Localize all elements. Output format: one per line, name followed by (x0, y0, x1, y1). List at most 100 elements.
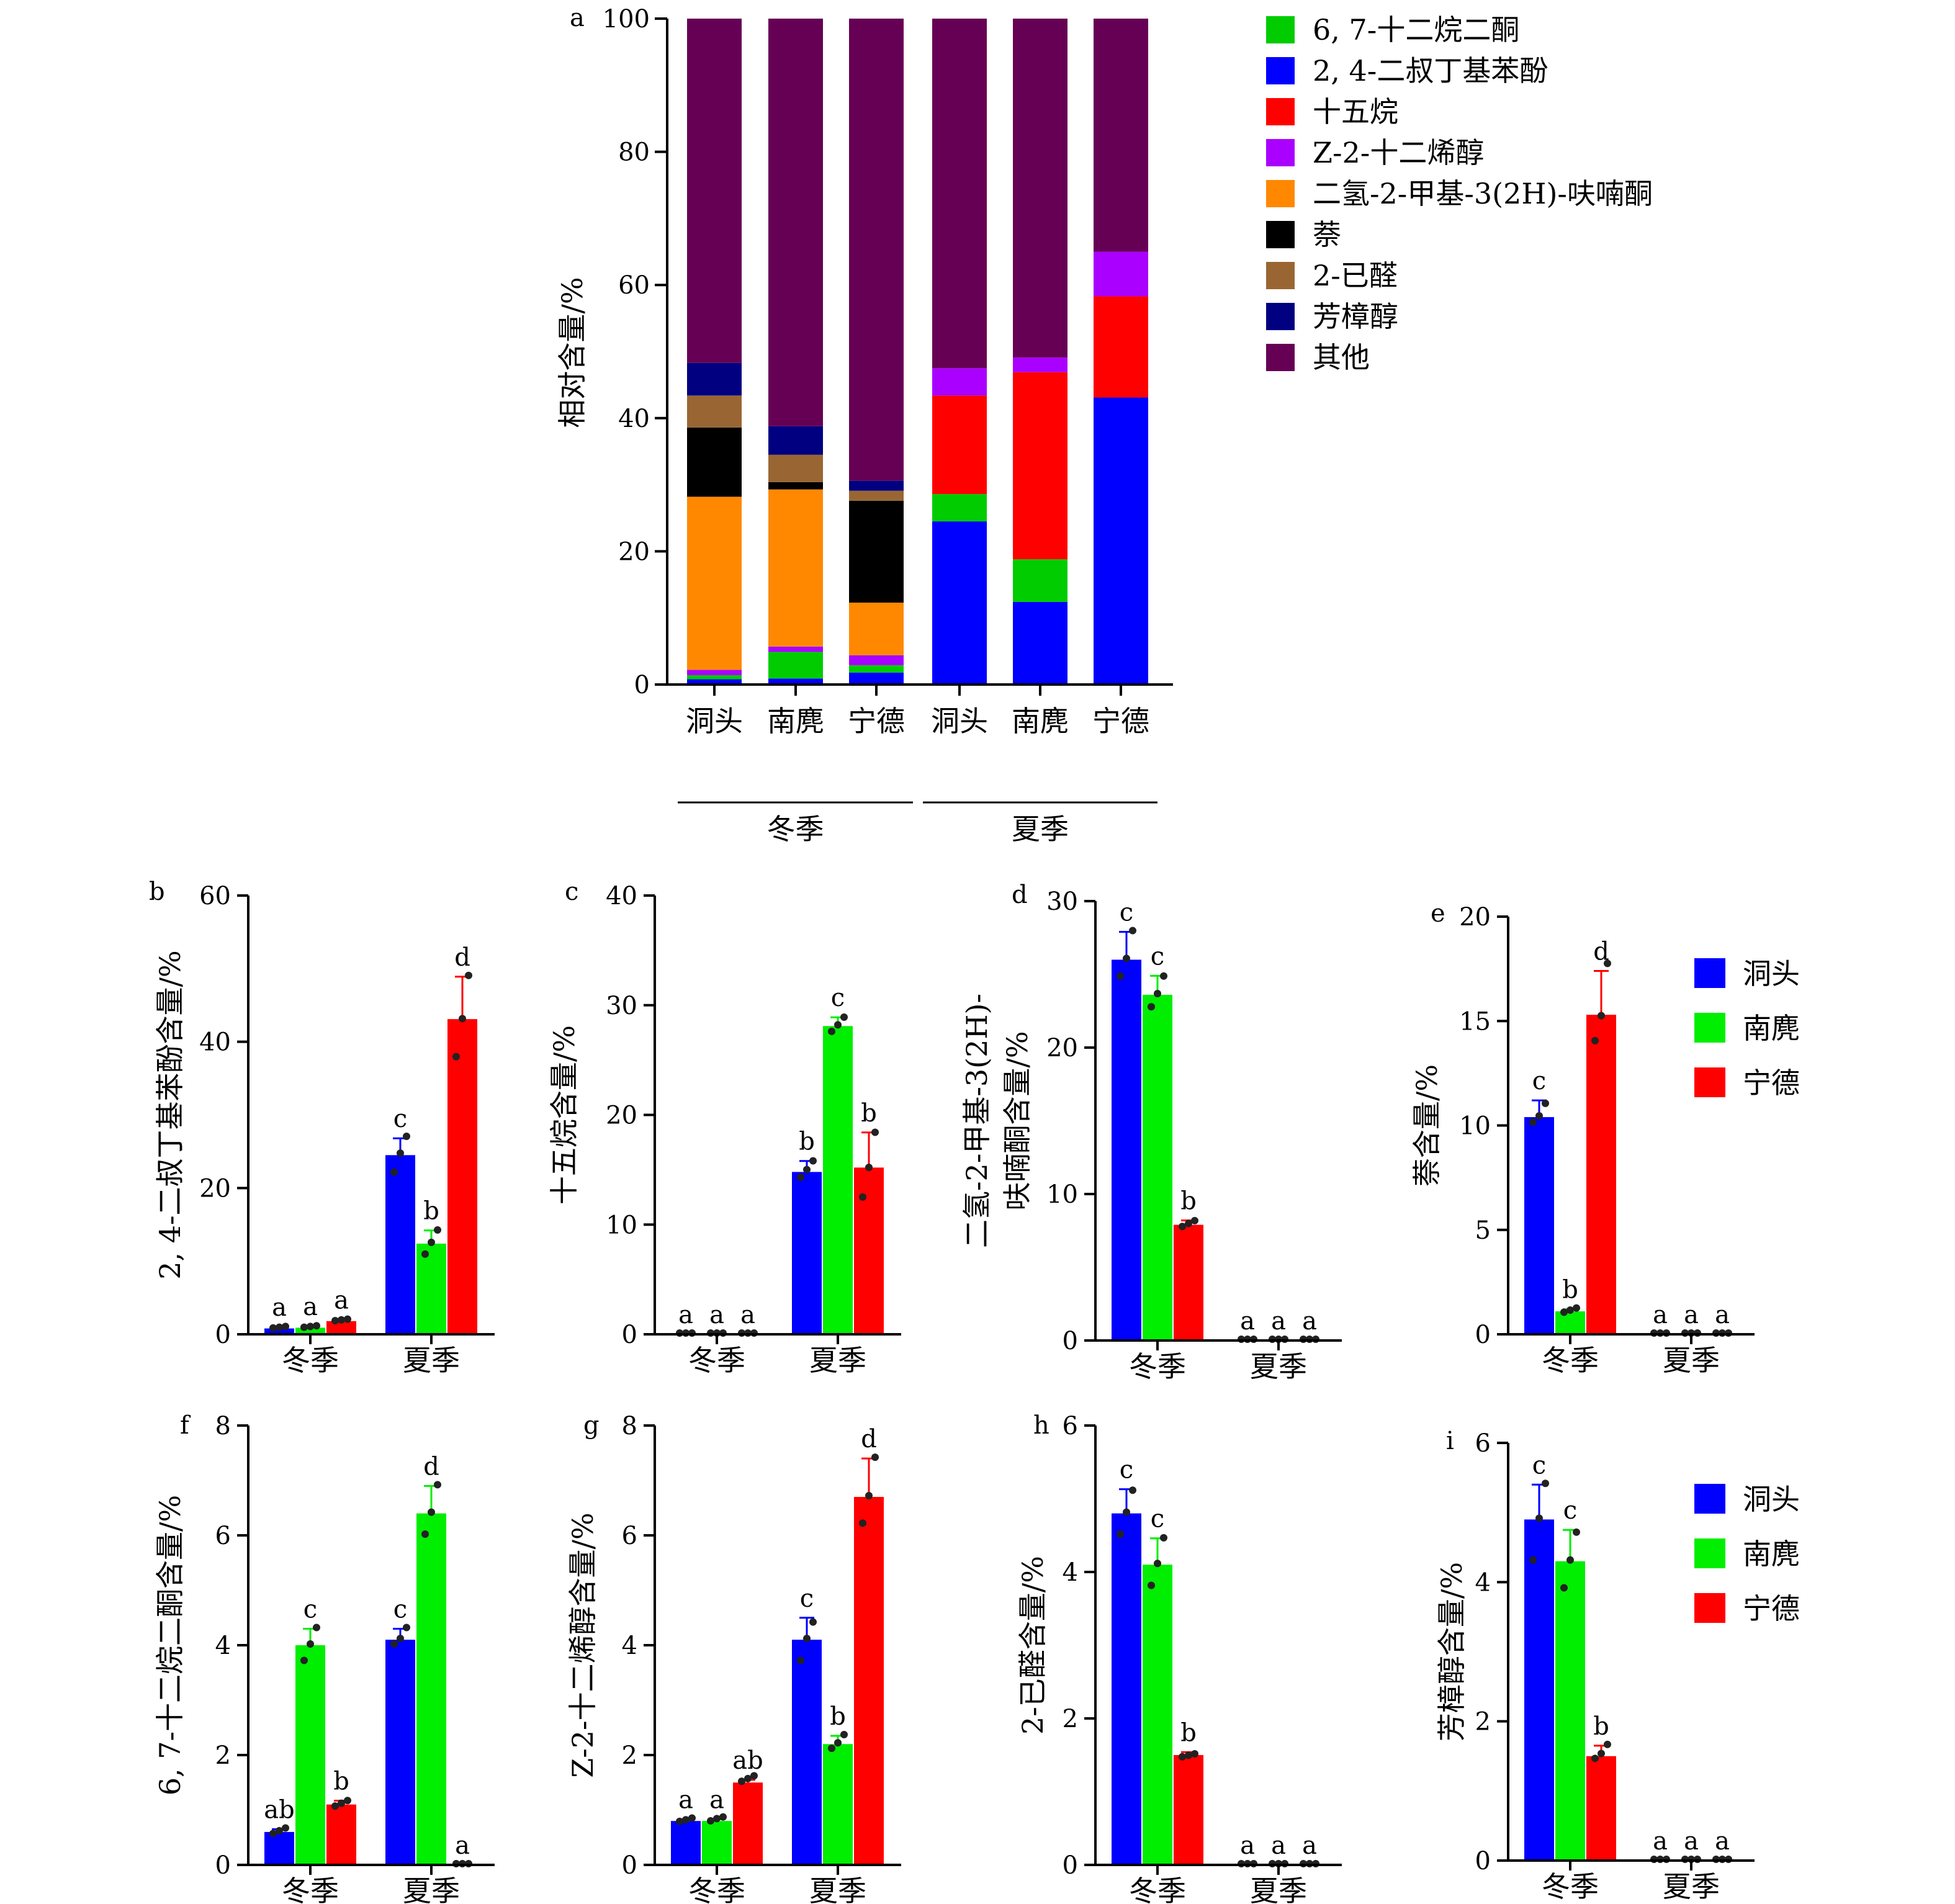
y-tick-label: 40 (606, 882, 637, 910)
replicate-point (1154, 1560, 1161, 1568)
replicate-point (1573, 1528, 1580, 1536)
significance-letter: b (861, 1099, 877, 1128)
replicate-point (390, 1640, 398, 1648)
bar (1586, 1756, 1616, 1861)
y-tick-label: 40 (199, 1028, 231, 1057)
y-axis-title: Z-2-十二烯醇含量/% (566, 1512, 600, 1778)
significance-letter: a (709, 1786, 724, 1815)
replicate-point (1148, 1003, 1155, 1011)
replicate-point (1535, 1514, 1543, 1522)
legend-entry: 2, 4-二叔丁基苯酚 (1313, 54, 1548, 88)
replicate-point (1117, 972, 1124, 980)
replicate-point (803, 1165, 811, 1174)
significance-letter: b (333, 1767, 349, 1795)
y-axis-title: 呋喃酮含量/% (1000, 1031, 1034, 1210)
bar (1555, 1311, 1585, 1334)
legend-swatch (1266, 57, 1295, 84)
replicate-point (300, 1656, 308, 1664)
stacked-bar-segment (768, 482, 823, 490)
stacked-bar-segment (1013, 372, 1067, 560)
y-tick-label: 2 (622, 1741, 637, 1770)
replicate-point (1191, 1216, 1198, 1224)
stacked-bar-segment (687, 496, 742, 670)
bar (295, 1645, 325, 1865)
stacked-bar-segment (1013, 559, 1067, 602)
replicate-point (307, 1640, 314, 1648)
replicate-point (809, 1157, 817, 1165)
season-label: 冬季 (767, 812, 824, 846)
stacked-bar-segment (1013, 601, 1067, 685)
y-tick-label: 10 (606, 1211, 637, 1239)
replicate-point (307, 1322, 314, 1331)
significance-letter: c (1532, 1067, 1546, 1095)
stacked-bar-segment (687, 19, 742, 363)
legend-entry: 南麂 (1743, 1012, 1800, 1045)
replicate-point (338, 1316, 345, 1324)
significance-letter: a (678, 1301, 693, 1329)
y-tick-label: 0 (215, 1851, 231, 1880)
legend-entry: Z-2-十二烯醇 (1313, 136, 1484, 169)
legend-entry: 宁德 (1743, 1066, 1800, 1100)
bar (1524, 1117, 1554, 1334)
legend-entry: 宁德 (1743, 1592, 1800, 1625)
y-tick-label: 30 (606, 992, 637, 1020)
x-category-label: 南麂 (1012, 704, 1069, 738)
panel-b: a c a b a d 0 20 40 60 冬季 夏季 b 2, 4-二叔丁基苯酚含量/% (149, 878, 495, 1377)
legend-entry: 其他 (1313, 341, 1370, 374)
y-tick-label: 6 (215, 1522, 231, 1550)
stacked-bar-segment (1094, 296, 1148, 398)
significance-letter: a (1715, 1827, 1730, 1856)
season-label: 夏季 (1012, 812, 1069, 846)
y-axis-title: 6, 7-十二烷二酮含量/% (153, 1495, 187, 1796)
legend-entry: 南麂 (1743, 1537, 1800, 1571)
significance-letter: a (1302, 1307, 1317, 1336)
bar (264, 1328, 294, 1334)
x-category-label: 夏季 (809, 1344, 866, 1377)
x-category-label: 宁德 (848, 704, 905, 738)
significance-letter: b (423, 1197, 439, 1226)
replicate-point (1566, 1556, 1574, 1564)
y-tick-label: 0 (1475, 1847, 1491, 1875)
bar (1112, 1513, 1141, 1865)
y-tick-label: 40 (618, 405, 650, 433)
bar (854, 1497, 884, 1865)
y-tick-label: 30 (1046, 887, 1078, 916)
y-axis-title: 芳樟醇含量/% (1435, 1562, 1468, 1741)
bar (733, 1782, 763, 1865)
replicate-point (390, 1168, 398, 1176)
stacked-bar-segment (687, 675, 742, 680)
stacked-bar-segment (1013, 357, 1067, 372)
legend-swatch (1266, 262, 1295, 289)
significance-letter: d (454, 943, 470, 972)
replicate-point (421, 1530, 429, 1538)
bar (1174, 1224, 1203, 1340)
panel-letter-e: e (1431, 899, 1445, 928)
replicate-point (1604, 1740, 1611, 1748)
panel-d: c a c a b a 0 10 20 30 冬季 夏季 d 二氢-2-甲基-3(2H)- 呋喃酮含量/% (960, 881, 1342, 1383)
replicate-point (338, 1799, 345, 1807)
significance-letter: c (1532, 1451, 1546, 1480)
legend-entry: 洞头 (1743, 1483, 1800, 1516)
x-category-label: 夏季 (1663, 1870, 1720, 1903)
panel-letter-c: c (565, 878, 578, 906)
stacked-bar-segment (849, 480, 904, 491)
y-tick-label: 20 (199, 1174, 231, 1203)
legend-swatch (1694, 1538, 1725, 1568)
replicate-point (1542, 1099, 1549, 1107)
replicate-point (1535, 1112, 1543, 1120)
replicate-point (865, 1492, 873, 1500)
y-tick-label: 15 (1459, 1007, 1491, 1036)
replicate-point (828, 1745, 835, 1753)
significance-letter: b (1180, 1718, 1197, 1747)
stacked-bar-segment (932, 368, 987, 396)
replicate-point (1566, 1306, 1574, 1314)
x-category-label: 冬季 (1542, 1870, 1599, 1903)
significance-letter: b (1180, 1187, 1197, 1215)
y-tick-label: 80 (618, 138, 650, 167)
significance-letter: a (1684, 1827, 1699, 1856)
significance-letter: a (1684, 1301, 1699, 1329)
panel-letter-i: i (1446, 1427, 1454, 1455)
x-category-label: 洞头 (931, 704, 988, 738)
